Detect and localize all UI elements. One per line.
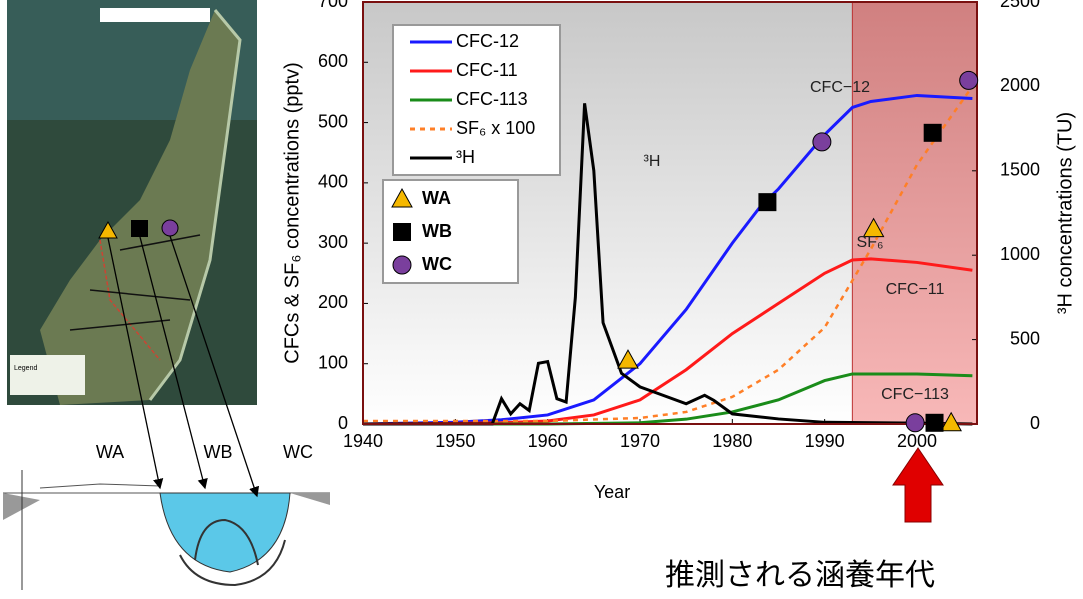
x-axis-label: Year [594, 482, 630, 502]
y2-axis-label: ³H concentrations (TU) [1054, 112, 1076, 314]
legend-label: WC [422, 254, 452, 274]
y-tick-label: 200 [318, 292, 348, 312]
x-tick-label: 1970 [620, 431, 660, 451]
marker-square [926, 414, 944, 432]
y-tick-label: 100 [318, 352, 348, 372]
marker-circle [813, 133, 831, 151]
y-tick-label: 300 [318, 232, 348, 252]
x-tick-label: 1950 [435, 431, 475, 451]
y-tick-label: 400 [318, 172, 348, 192]
well-label: WB [204, 442, 233, 462]
slide: Legend WA WB WC 0 100 200 300 400 500 600 700 0 5… [0, 0, 1083, 599]
marker-circle [960, 71, 978, 89]
annotation: CFC−11 [886, 281, 945, 298]
y2-tick-label: 1000 [1000, 244, 1040, 264]
map-legend: Legend [14, 365, 37, 372]
legend-label: ³H [456, 147, 475, 167]
y2-tick-label: 1500 [1000, 160, 1040, 180]
map-image: Legend [7, 0, 257, 405]
marker-square [758, 193, 776, 211]
y2-tick-label: 0 [1030, 413, 1040, 433]
x-tick-label: 2000 [897, 431, 937, 451]
chart: 0 100 200 300 400 500 600 700 0 500 1000 1500 2000 25… [281, 0, 1076, 502]
annotation: SF₆ [857, 234, 884, 251]
cross-section [0, 445, 330, 599]
legend-label: CFC-11 [456, 60, 518, 80]
marker-square [924, 124, 942, 142]
legend-label: CFC-12 [456, 31, 519, 51]
x-tick-label: 1980 [712, 431, 752, 451]
legend-label: CFC-113 [456, 89, 528, 109]
annotation: CFC−113 [881, 386, 949, 403]
highlight-region [852, 2, 977, 424]
caption: 推測される涵養年代 [665, 559, 935, 592]
y-tick-label: 700 [318, 0, 348, 11]
marker-circle [906, 414, 924, 432]
legend-label: WA [422, 188, 451, 208]
y-tick-label: 500 [318, 111, 348, 131]
x-tick-label: 1990 [805, 431, 845, 451]
x-tick-label: 1960 [528, 431, 568, 451]
y2-tick-label: 500 [1010, 328, 1040, 348]
annotation: ³H [644, 153, 661, 170]
annotation: CFC−12 [810, 79, 870, 96]
legend-label: SF₆ x 100 [456, 118, 535, 138]
arrow [893, 448, 943, 522]
y-tick-label: 0 [338, 413, 348, 433]
y2-tick-label: 2500 [1000, 0, 1040, 11]
well-label: WC [283, 442, 313, 462]
marker-square [393, 223, 411, 241]
well-label: WA [96, 442, 124, 462]
y-axis-label: CFCs & SF₆ concentrations (pptv) [281, 62, 303, 364]
x-tick-label: 1940 [343, 431, 383, 451]
y2-tick-label: 2000 [1000, 75, 1040, 95]
marker-circle [393, 256, 411, 274]
y-tick-label: 600 [318, 51, 348, 71]
page: Legend WA WB WC 0 100 200 300 400 500 600 700 0 5… [0, 0, 1083, 599]
legend-label: WB [422, 221, 452, 241]
